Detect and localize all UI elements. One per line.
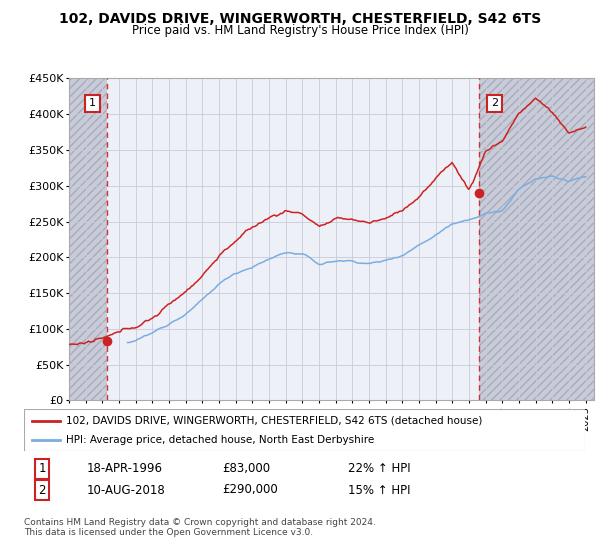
- Text: £290,000: £290,000: [222, 483, 278, 497]
- Text: 1: 1: [89, 99, 95, 109]
- Text: 15% ↑ HPI: 15% ↑ HPI: [348, 483, 410, 497]
- Text: 2: 2: [38, 483, 46, 497]
- Bar: [479, 78, 600, 400]
- Text: 10-AUG-2018: 10-AUG-2018: [87, 483, 166, 497]
- Text: 22% ↑ HPI: 22% ↑ HPI: [348, 462, 410, 475]
- Text: 18-APR-1996: 18-APR-1996: [87, 462, 163, 475]
- Text: £83,000: £83,000: [222, 462, 270, 475]
- Text: Price paid vs. HM Land Registry's House Price Index (HPI): Price paid vs. HM Land Registry's House …: [131, 24, 469, 36]
- Bar: [69, 78, 107, 400]
- Text: 102, DAVIDS DRIVE, WINGERWORTH, CHESTERFIELD, S42 6TS: 102, DAVIDS DRIVE, WINGERWORTH, CHESTERF…: [59, 12, 541, 26]
- Text: Contains HM Land Registry data © Crown copyright and database right 2024.
This d: Contains HM Land Registry data © Crown c…: [24, 518, 376, 538]
- Text: HPI: Average price, detached house, North East Derbyshire: HPI: Average price, detached house, Nort…: [66, 435, 374, 445]
- Text: 2: 2: [491, 99, 498, 109]
- Text: 102, DAVIDS DRIVE, WINGERWORTH, CHESTERFIELD, S42 6TS (detached house): 102, DAVIDS DRIVE, WINGERWORTH, CHESTERF…: [66, 416, 482, 426]
- Text: 1: 1: [38, 462, 46, 475]
